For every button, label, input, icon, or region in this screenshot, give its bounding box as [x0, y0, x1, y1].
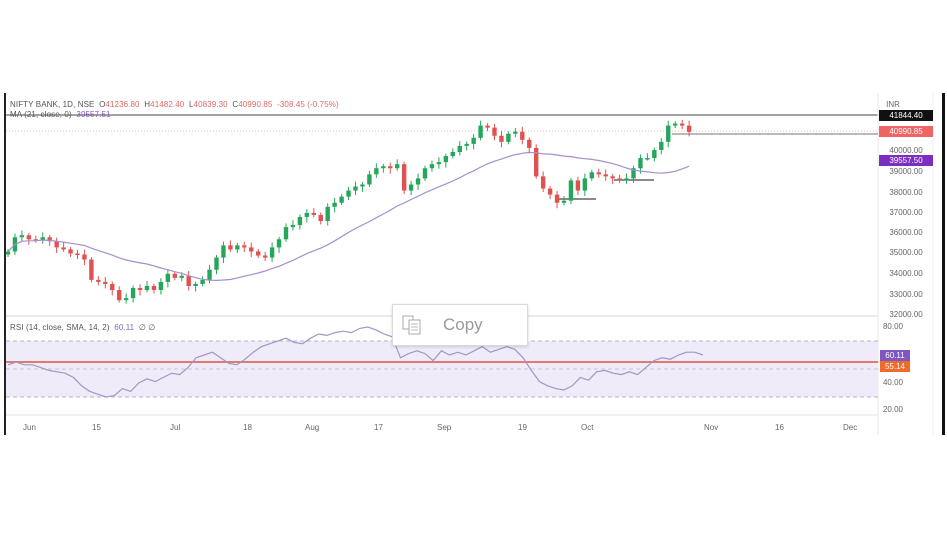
time-tick: 16 [775, 423, 784, 432]
rsi-tick: 40.00 [882, 378, 904, 387]
rsi-value-tag: 60.11 [880, 350, 910, 361]
open-value: 41236.80 [105, 100, 140, 109]
rsi-value: 60.11 [114, 323, 135, 332]
time-tick: Aug [305, 423, 320, 432]
time-tick: Sep [437, 423, 452, 432]
high-price-tag: 41844.40 [879, 110, 933, 121]
frame-left-border [4, 93, 6, 435]
frame-right-border [942, 93, 945, 435]
ma-value: 39557.51 [76, 110, 111, 119]
price-tick: 38000.00 [889, 188, 923, 197]
rsi-ma-tag: 55.14 [880, 361, 910, 372]
price-tick: 37000.00 [889, 208, 923, 217]
price-tick: 36000.00 [889, 228, 923, 237]
rsi-tick: 20.00 [882, 405, 904, 414]
copy-popup-button[interactable]: Copy [392, 304, 528, 346]
low-value: 40839.30 [193, 100, 228, 109]
candlestick-series [5, 119, 692, 304]
ma-legend: MA (21, close, 0) 39557.51 [10, 110, 111, 119]
last-price-tag: 40990.85 [879, 126, 933, 137]
change-value: -308.45 (-0.75%) [277, 100, 339, 109]
high-value: 41482.40 [150, 100, 185, 109]
time-tick: 17 [374, 423, 383, 432]
price-tick: 39000.00 [889, 167, 923, 176]
rsi-label: RSI (14, close, SMA, 14, 2) [10, 323, 110, 332]
time-tick: Dec [843, 423, 858, 432]
time-tick: 18 [243, 423, 252, 432]
close-value: 40990.85 [238, 100, 273, 109]
price-tick: 33000.00 [889, 290, 923, 299]
rsi-line [7, 326, 704, 398]
symbol-name: NIFTY BANK, 1D, NSE [10, 100, 95, 109]
time-tick: Nov [704, 423, 719, 432]
price-tick: 40000.00 [889, 146, 923, 155]
price-tick: 34000.00 [889, 269, 923, 278]
moving-average-line [7, 151, 690, 282]
currency-label: INR [886, 100, 900, 109]
rsi-legend: RSI (14, close, SMA, 14, 2) 60.11 ∅ ∅ [10, 323, 155, 332]
ma-price-tag: 39557.50 [879, 155, 933, 166]
time-tick: Jun [23, 423, 36, 432]
symbol-legend: NIFTY BANK, 1D, NSE O41236.80 H41482.40 … [10, 100, 339, 109]
time-tick: 15 [92, 423, 101, 432]
copy-icon [402, 315, 421, 335]
rsi-visibility-icons[interactable]: ∅ ∅ [138, 323, 156, 332]
time-tick: 19 [518, 423, 527, 432]
time-tick: Jul [170, 423, 181, 432]
rsi-tick: 80.00 [882, 322, 904, 331]
price-tick: 35000.00 [889, 248, 923, 257]
time-tick: Oct [581, 423, 594, 432]
price-tick: 32000.00 [889, 310, 923, 319]
ma-label: MA (21, close, 0) [10, 110, 72, 119]
copy-label: Copy [443, 315, 483, 334]
